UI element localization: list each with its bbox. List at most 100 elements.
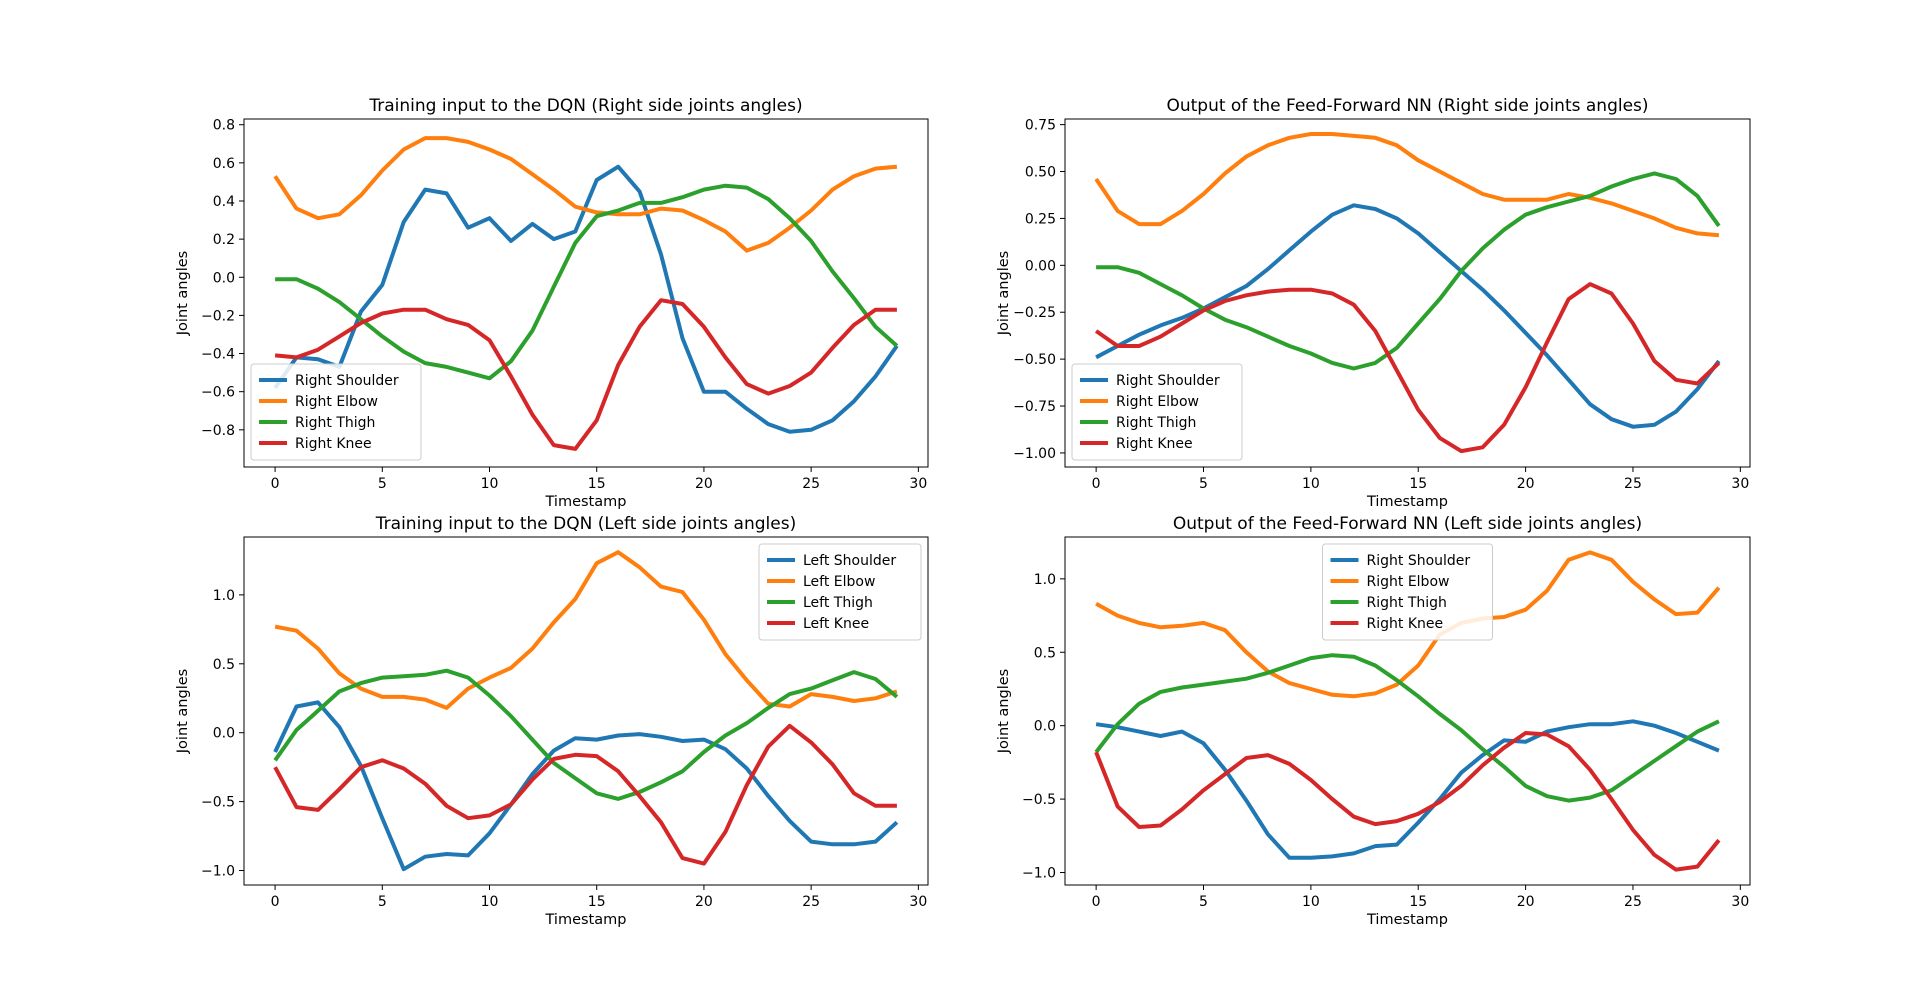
y-tick-label: −0.50 <box>1013 352 1056 368</box>
x-tick-label: 25 <box>1624 476 1642 492</box>
y-tick-label: −0.5 <box>1022 792 1056 808</box>
x-axis-label: Timestamp <box>545 912 627 928</box>
chart-title: Training input to the DQN (Right side jo… <box>368 96 802 116</box>
x-tick-label: 10 <box>481 894 499 910</box>
series-line-right-knee <box>274 298 897 451</box>
series-line-left-shoulder <box>273 700 899 872</box>
x-tick-label: 20 <box>695 894 713 910</box>
legend: Right Shoulder Right Elbow Right Thigh Righ… <box>250 363 422 461</box>
x-tick-label: 30 <box>1731 476 1749 492</box>
legend-label: Left Thigh <box>803 595 873 611</box>
x-tick-label: 0 <box>271 894 280 910</box>
series-line-right-thigh <box>275 183 899 381</box>
legend-label: Right Shoulder <box>295 373 399 389</box>
y-tick-label: 0.5 <box>1034 645 1056 661</box>
series-line-right-knee <box>1094 731 1721 872</box>
legend-label: Left Shoulder <box>803 553 896 569</box>
x-tick-label: 5 <box>378 476 387 492</box>
x-tick-label: 30 <box>909 476 927 492</box>
chart-title: Output of the Feed-Forward NN (Right sid… <box>1166 96 1648 116</box>
x-tick-label: 15 <box>1409 894 1427 910</box>
y-tick-label: −0.8 <box>201 423 235 439</box>
legend-label: Right Knee <box>1367 616 1444 632</box>
y-tick-label: −0.6 <box>201 385 235 401</box>
series-group <box>1094 132 1721 454</box>
y-tick-label: −1.0 <box>1022 866 1056 882</box>
series-line-left-thigh <box>273 668 899 801</box>
x-tick-label: 25 <box>1624 894 1642 910</box>
x-tick-label: 20 <box>695 476 713 492</box>
x-tick-label: 20 <box>1517 476 1535 492</box>
y-axis-label: Joint angles <box>175 251 191 336</box>
legend-box <box>1322 543 1493 641</box>
series-line-right-shoulder <box>1095 719 1720 860</box>
x-tick-label: 5 <box>378 894 387 910</box>
legend: Right Shoulder Right Elbow Right Thigh Righ… <box>1071 363 1243 461</box>
y-tick-label: −0.4 <box>201 347 235 363</box>
x-axis-label: Timestamp <box>1366 912 1448 928</box>
legend-label: Right Thigh <box>1367 595 1447 611</box>
y-tick-label: −1.0 <box>201 864 235 880</box>
x-tick-label: 30 <box>909 894 927 910</box>
legend-label: Right Thigh <box>295 415 375 431</box>
y-tick-label: 0.5 <box>213 657 235 673</box>
legend-label: Right Elbow <box>295 394 378 410</box>
chart-3: 0 5 10 15 20 25 30 −1.0 −0.5 0.0 0.5 1.0 Training in… <box>175 514 929 928</box>
y-tick-label: 1.0 <box>1034 572 1056 588</box>
x-tick-label: 10 <box>1302 894 1320 910</box>
y-tick-label: 0.0 <box>213 726 235 742</box>
legend-box <box>250 363 422 461</box>
x-tick-label: 0 <box>1092 476 1101 492</box>
legend-box <box>758 543 922 641</box>
x-tick-label: 15 <box>588 476 606 492</box>
series-line-left-knee <box>273 723 897 866</box>
x-axis-label: Timestamp <box>1366 494 1448 510</box>
chart-title: Output of the Feed-Forward NN (Left side… <box>1173 514 1642 534</box>
series-line-right-shoulder <box>1095 203 1721 429</box>
y-tick-label: −0.5 <box>201 795 235 811</box>
axes-frame <box>243 118 929 468</box>
series-line-left-elbow <box>274 550 898 710</box>
legend: Left Shoulder Left Elbow Left Thigh Left Kn… <box>758 543 922 641</box>
legend-label: Right Thigh <box>1116 415 1196 431</box>
x-tick-label: 0 <box>271 476 280 492</box>
x-tick-label: 25 <box>802 894 820 910</box>
legend-label: Right Shoulder <box>1116 373 1220 389</box>
series-line-right-elbow <box>1094 132 1720 238</box>
x-tick-label: 5 <box>1199 476 1208 492</box>
legend-label: Right Elbow <box>1116 394 1199 410</box>
series-group <box>273 136 899 451</box>
x-tick-label: 10 <box>481 476 499 492</box>
x-tick-label: 0 <box>1092 894 1101 910</box>
y-tick-label: −0.75 <box>1013 399 1056 415</box>
chart-1: 0 5 10 15 20 25 30 −0.8 −0.6 −0.4 −0.2 0.0 0.2 0.4 0.6… <box>175 96 929 510</box>
axes-frame <box>1064 118 1751 468</box>
legend-box <box>1071 363 1243 461</box>
y-tick-label: 1.0 <box>213 588 235 604</box>
y-tick-label: 0.6 <box>213 156 235 172</box>
legend-label: Left Knee <box>803 616 869 632</box>
series-line-right-thigh <box>1094 653 1720 803</box>
x-tick-label: 15 <box>588 894 606 910</box>
legend-label: Right Knee <box>1116 436 1193 452</box>
x-tick-label: 5 <box>1199 894 1208 910</box>
y-tick-label: 0.75 <box>1025 118 1056 134</box>
y-tick-label: −0.2 <box>201 308 235 324</box>
y-tick-label: 0.2 <box>213 232 235 248</box>
legend-label: Right Shoulder <box>1367 553 1471 569</box>
y-axis-label: Joint angles <box>996 251 1012 336</box>
y-axis-label: Joint angles <box>996 669 1012 754</box>
y-tick-label: 0.50 <box>1025 165 1056 181</box>
series-group <box>1094 550 1721 872</box>
chart-2: 0 5 10 15 20 25 30 −1.00 −0.75 −0.50 −0.25 0.00 0.25… <box>996 96 1751 510</box>
series-line-right-shoulder <box>273 164 899 434</box>
chart-title: Training input to the DQN (Left side joi… <box>375 514 796 534</box>
series-group <box>273 550 899 872</box>
x-tick-label: 15 <box>1409 476 1427 492</box>
legend-label: Right Knee <box>295 436 372 452</box>
y-tick-label: 0.00 <box>1025 258 1056 274</box>
y-tick-label: 0.4 <box>213 194 235 210</box>
series-line-right-elbow <box>1095 550 1721 699</box>
y-tick-label: 0.8 <box>213 118 235 134</box>
